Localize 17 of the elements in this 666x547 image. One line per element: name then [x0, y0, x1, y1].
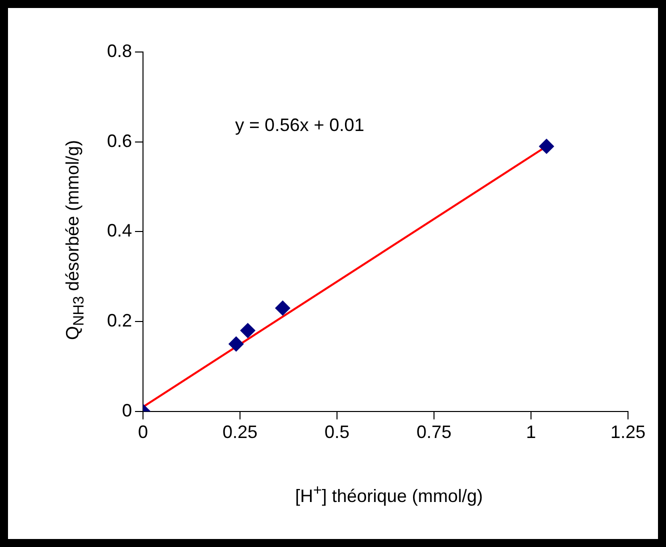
x-tick-label: 0: [138, 422, 148, 442]
x-tick-label: 0.5: [324, 422, 350, 442]
point: [275, 300, 290, 316]
y-tick-label: 0: [122, 400, 132, 420]
x-tick-label: 0.25: [222, 422, 258, 442]
x-tick-label: 0.75: [416, 422, 452, 442]
annotation: y = 0.56x + 0.01: [235, 115, 364, 136]
x-tick-label: 1: [526, 422, 536, 442]
y-tick-label: 0.4: [106, 220, 132, 241]
y-tick-label: 0.8: [106, 40, 132, 61]
y-tick-label: 0.2: [106, 310, 132, 331]
point: [228, 336, 244, 352]
x-tick-label: 1.25: [610, 422, 646, 442]
x-axis-title: [H$^{+}$] théorique (mmol/g): [294, 482, 484, 507]
point: [240, 323, 256, 338]
y-tick-label: 0.6: [106, 130, 132, 151]
point: [539, 138, 554, 154]
